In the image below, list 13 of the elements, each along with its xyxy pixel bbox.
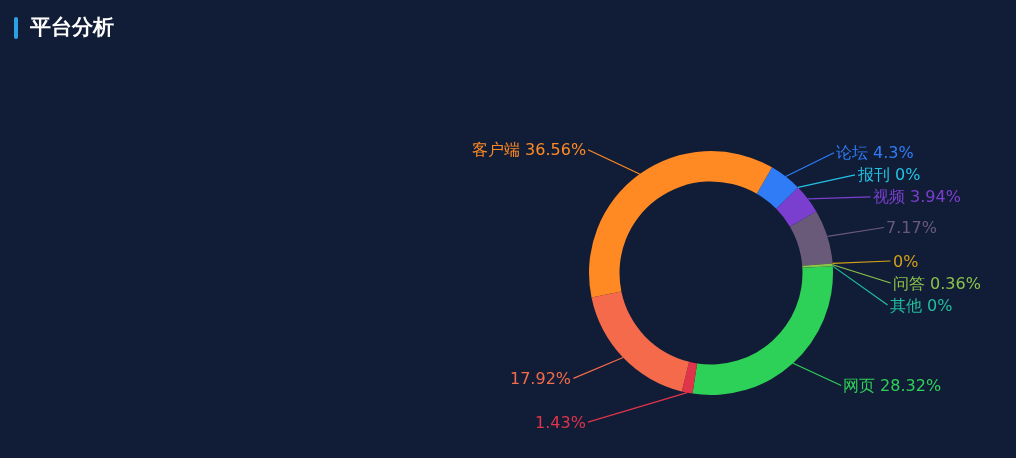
text: 0%: [893, 252, 919, 271]
donut-slice: [589, 151, 772, 298]
text: 平台分析: [30, 14, 114, 41]
slice-label: 客户端 36.56%: [472, 140, 587, 159]
slice-label: 问答 0.36%: [893, 274, 981, 293]
data-label: 1.43%: [535, 413, 586, 432]
slice-label: 网页 28.32%: [843, 376, 942, 395]
slice-label: 视频 3.94%: [873, 187, 961, 206]
category-label: 其他 0%: [890, 296, 953, 315]
data-label: 17.92%: [510, 369, 572, 388]
slice-label: 论坛 4.3%: [836, 143, 914, 162]
data-label: 7.17%: [886, 218, 937, 237]
legend-label: 报刊 0%: [857, 165, 921, 184]
